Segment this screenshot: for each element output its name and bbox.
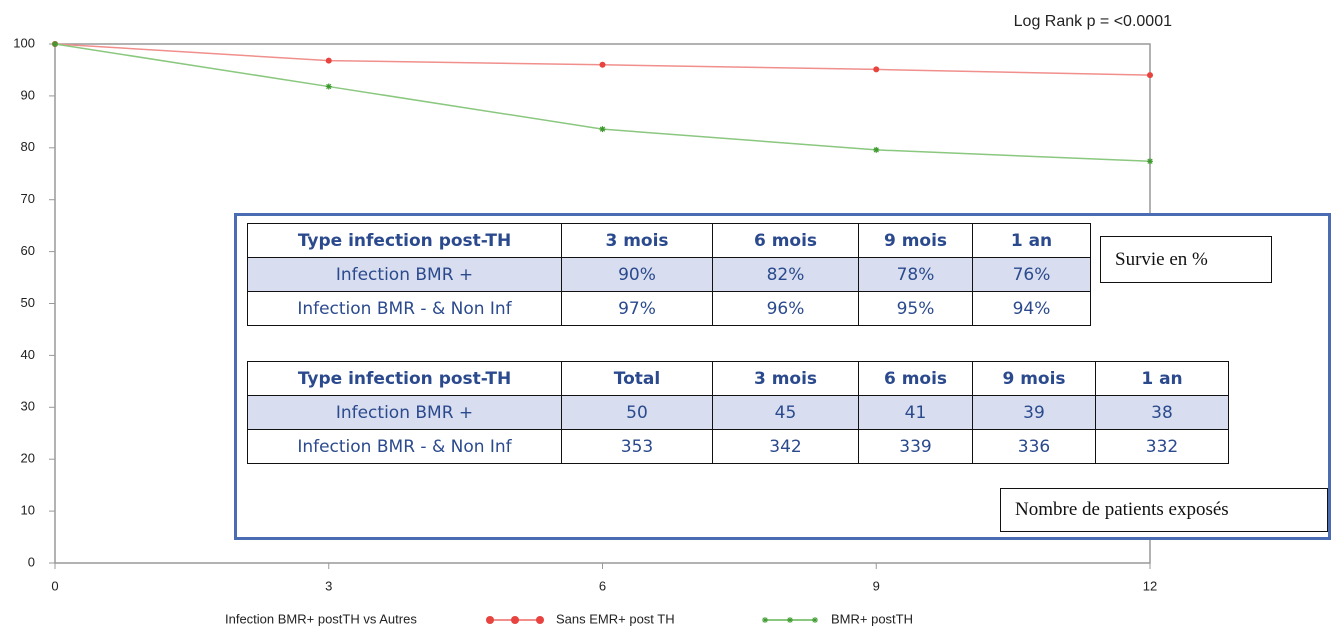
table-cell: 50	[561, 395, 713, 430]
table-cell: 45	[712, 395, 859, 430]
table-cell: 39	[972, 395, 1096, 430]
point	[599, 61, 606, 68]
table-cell: 339	[858, 429, 973, 464]
point	[1147, 72, 1153, 79]
legend-marker	[812, 617, 818, 623]
y-tick-label: 40	[21, 347, 35, 362]
table-cell: Infection BMR +	[247, 395, 562, 430]
table-caption: Survie en %	[1100, 236, 1272, 283]
point	[325, 57, 332, 64]
table-row: Infection BMR - & Non Inf 353 342 339 336 332	[247, 429, 1229, 464]
x-tick-label: 6	[599, 578, 606, 593]
table-cell: 1 an	[972, 223, 1091, 258]
table-row: Type infection post-TH 3 mois 6 mois 9 mois…	[247, 223, 1091, 258]
point	[52, 41, 58, 47]
table-cell: Infection BMR - & Non Inf	[247, 429, 562, 464]
y-tick-label: 10	[21, 503, 35, 518]
legend-marker	[536, 616, 544, 624]
point	[325, 83, 332, 90]
y-tick-label: 50	[21, 295, 35, 310]
table-cell: 6 mois	[712, 223, 859, 258]
legend-marker	[486, 616, 494, 624]
table-cell: Type infection post-TH	[247, 223, 562, 258]
x-tick-label: 3	[325, 578, 332, 593]
table-caption: Nombre de patients exposés	[1000, 488, 1328, 532]
point	[599, 126, 606, 133]
table-row: Infection BMR +90% 82% 78% 76%	[247, 257, 1091, 292]
y-tick-label: 90	[21, 87, 35, 102]
y-tick-label: 80	[21, 139, 35, 154]
table-cell: 1 an	[1095, 361, 1229, 396]
x-tick-label: 9	[873, 578, 880, 593]
table-cell: 90%	[561, 257, 713, 292]
annotation: Log Rank p = <0.0001	[1014, 13, 1172, 30]
table-cell: 336	[972, 429, 1096, 464]
y-tick-label: 0	[28, 554, 35, 569]
legend-marker	[762, 617, 768, 623]
table: Type infection post-TH Total 3 mois 6 mois 9…	[247, 361, 1229, 464]
table-cell: Infection BMR +	[247, 257, 562, 292]
table-cell: 3 mois	[561, 223, 713, 258]
legend-title: Infection BMR+ postTH vs Autres	[225, 611, 417, 626]
legend-marker	[511, 616, 519, 624]
legend-label: Sans EMR+ post TH	[556, 611, 675, 626]
legend-label: BMR+ postTH	[831, 611, 913, 626]
table-row: Infection BMR +50 45 41 39 38	[247, 395, 1229, 430]
y-tick-label: 100	[13, 35, 35, 50]
table-cell: 94%	[972, 291, 1091, 326]
y-tick-label: 20	[21, 451, 35, 466]
x-tick-label: 12	[1143, 578, 1157, 593]
point	[1147, 158, 1153, 165]
table-cell: 332	[1095, 429, 1229, 464]
table-cell: 78%	[858, 257, 973, 292]
point	[873, 146, 880, 153]
table-cell: Type infection post-TH	[247, 361, 562, 396]
table-cell: 76%	[972, 257, 1091, 292]
table-cell: 82%	[712, 257, 859, 292]
y-tick-label: 70	[21, 191, 35, 206]
table-cell: Infection BMR - & Non Inf	[247, 291, 562, 326]
y-tick-label: 30	[21, 399, 35, 414]
x-tick-label: 0	[51, 578, 58, 593]
table-row: Infection BMR - & Non Inf 97% 96% 95% 94%	[247, 291, 1091, 326]
point	[873, 66, 880, 73]
table-cell: 353	[561, 429, 713, 464]
table-cell: 342	[712, 429, 859, 464]
series-line	[54, 43, 1151, 76]
table-cell: 3 mois	[712, 361, 859, 396]
table-cell: 96%	[712, 291, 859, 326]
table-row: Type infection post-TH Total 3 mois 6 mois 9…	[247, 361, 1229, 396]
table-cell: Total	[561, 361, 713, 396]
table: Type infection post-TH 3 mois 6 mois 9 mois…	[247, 223, 1091, 326]
table-cell: 97%	[561, 291, 713, 326]
table-cell: 95%	[858, 291, 973, 326]
table-cell: 38	[1095, 395, 1229, 430]
table-cell: 9 mois	[858, 223, 973, 258]
series-line	[54, 43, 1151, 163]
y-tick-label: 60	[21, 243, 35, 258]
table-cell: 6 mois	[858, 361, 973, 396]
table-cell: 41	[858, 395, 973, 430]
table-cell: 9 mois	[972, 361, 1096, 396]
legend-marker	[787, 617, 793, 623]
